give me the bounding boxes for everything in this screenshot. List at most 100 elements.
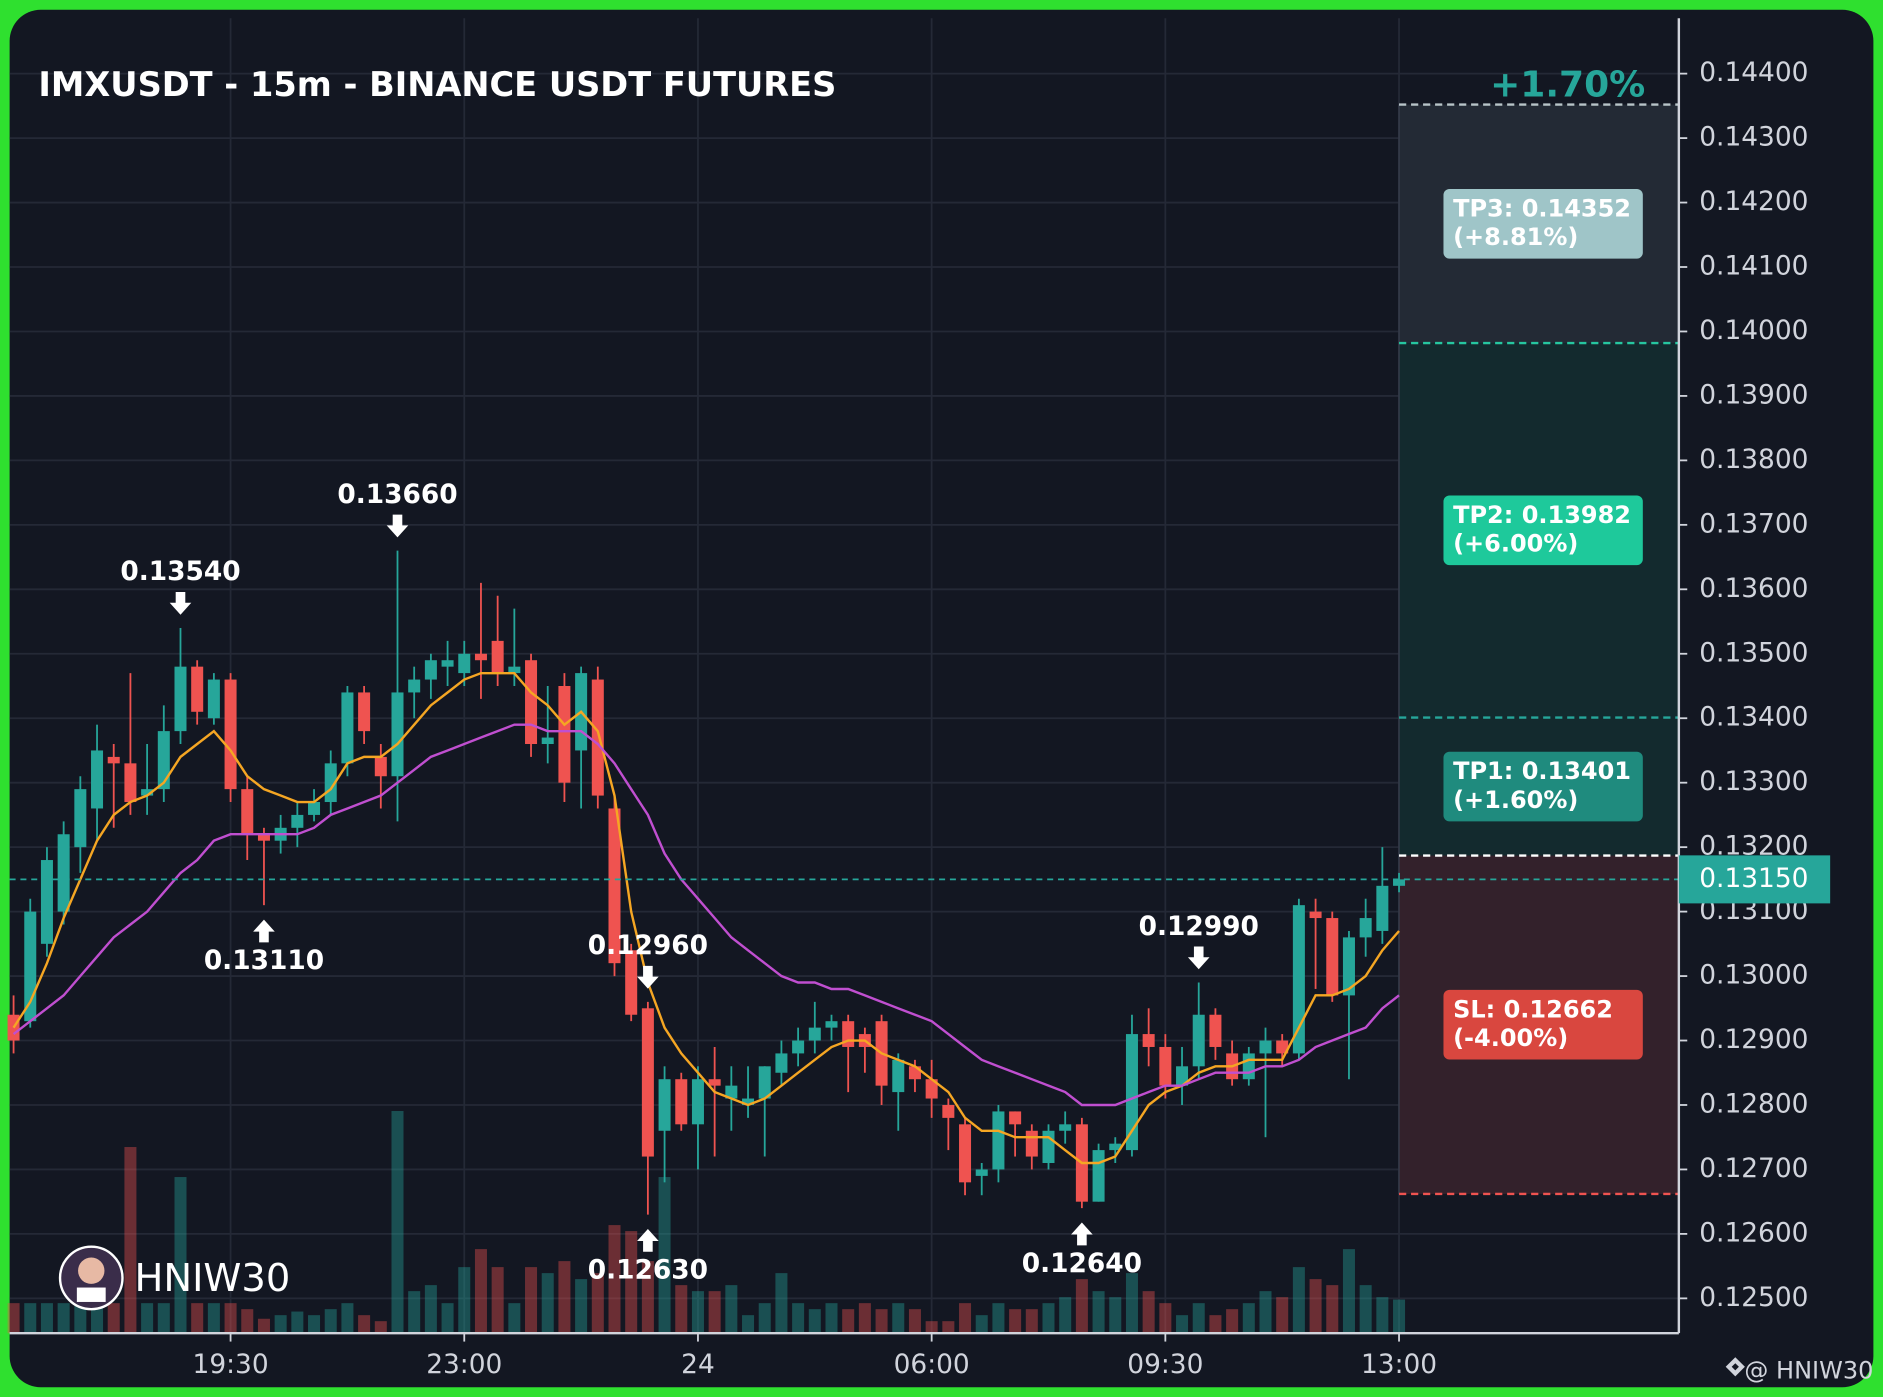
x-tick-label: 09:30	[1127, 1349, 1203, 1380]
y-tick-label: 0.14100	[1699, 251, 1808, 282]
y-tick-label: 0.14400	[1699, 57, 1808, 88]
volume-bar	[241, 1309, 254, 1334]
annotation-arrow	[1071, 1222, 1093, 1246]
volume-bar	[1042, 1303, 1055, 1334]
candle-body	[358, 692, 371, 732]
annotation-label: 0.12640	[1022, 1248, 1142, 1279]
candle-body	[458, 653, 471, 674]
level-percent: (+1.60%)	[1453, 786, 1578, 814]
volume-bar	[725, 1285, 738, 1334]
candle-body	[1376, 885, 1389, 931]
candle-body	[24, 911, 37, 1022]
candle-body	[408, 679, 421, 693]
candle-body	[1359, 918, 1372, 938]
volume-bar	[1393, 1299, 1406, 1334]
volume-bar	[207, 1303, 220, 1334]
volume-bar	[391, 1111, 404, 1334]
volume-bar	[942, 1321, 955, 1334]
x-tick-label: 06:00	[894, 1349, 970, 1380]
candle-body	[1242, 1053, 1255, 1080]
candle-body	[1125, 1034, 1138, 1151]
candle-body	[959, 1124, 972, 1183]
volume-bar	[358, 1315, 371, 1334]
y-tick-label: 0.14000	[1699, 315, 1808, 346]
volume-bar	[474, 1249, 487, 1334]
candle-body	[141, 789, 154, 796]
volume-bar	[808, 1309, 821, 1334]
volume-bar	[758, 1303, 771, 1334]
volume-bar	[608, 1225, 621, 1334]
level-label: SL: 0.12662	[1453, 995, 1613, 1023]
candle-body	[391, 692, 404, 777]
volume-bar	[1292, 1267, 1305, 1334]
volume-bar	[458, 1267, 471, 1334]
volume-bar	[675, 1285, 688, 1334]
level-label: TP3: 0.14352	[1453, 194, 1631, 222]
candle-body	[1109, 1143, 1122, 1151]
candle-body	[441, 660, 454, 667]
last-price-box	[1678, 855, 1831, 904]
volume-bar	[157, 1303, 170, 1334]
volume-bar	[775, 1273, 788, 1334]
candle-body	[1259, 1040, 1272, 1054]
candle-body	[1042, 1130, 1055, 1163]
last-price-label: 0.13150	[1699, 863, 1808, 894]
level-percent: (+6.00%)	[1453, 530, 1578, 558]
candle-body	[207, 679, 220, 719]
candle-body	[608, 808, 621, 964]
candle-body	[257, 834, 270, 841]
volume-bar	[191, 1303, 204, 1334]
level-box	[1443, 188, 1643, 259]
candle-body	[525, 660, 538, 745]
annotation-label: 0.13660	[337, 479, 457, 510]
candle-body	[591, 679, 604, 796]
volume-bar	[908, 1309, 921, 1334]
volume-bar	[274, 1315, 287, 1334]
annotation-label: 0.12630	[588, 1255, 708, 1286]
volume-bar	[174, 1177, 187, 1334]
volume-bar	[441, 1303, 454, 1334]
volume-bar	[24, 1303, 37, 1334]
volume-bar	[641, 1261, 654, 1334]
level-box	[1443, 495, 1643, 566]
annotation-arrow	[386, 514, 409, 538]
candle-body	[191, 666, 204, 712]
volume-bar	[992, 1303, 1005, 1334]
volume-bar	[124, 1147, 137, 1334]
exchange-icon	[1725, 1357, 1745, 1377]
candle-body	[725, 1085, 738, 1099]
x-tick-label: 13:00	[1361, 1349, 1437, 1380]
annotation-arrow	[637, 965, 659, 989]
candle-body	[374, 756, 387, 777]
candle-body	[224, 679, 237, 790]
y-tick-label: 0.12800	[1699, 1088, 1808, 1119]
volume-bar	[591, 1273, 604, 1334]
candle-body	[558, 685, 571, 783]
volume-bar	[1242, 1303, 1255, 1334]
level-label: TP1: 0.13401	[1453, 757, 1631, 785]
y-tick-label: 0.13500	[1699, 637, 1808, 668]
candle-body	[1159, 1046, 1172, 1086]
candle-body	[892, 1059, 905, 1093]
candle-body	[992, 1111, 1005, 1170]
volume-bar	[1376, 1297, 1389, 1334]
candle-body	[1025, 1130, 1038, 1157]
chart-title: IMXUSDT - 15m - BINANCE USDT FUTURES	[38, 65, 836, 104]
candle-body	[808, 1027, 821, 1041]
volume-bar	[308, 1315, 321, 1334]
volume-bar	[107, 1303, 120, 1334]
candle-body	[40, 860, 53, 944]
y-tick-label: 0.14300	[1699, 122, 1808, 153]
volume-bar	[1309, 1279, 1322, 1334]
candle-body	[57, 834, 70, 912]
candle-body	[1142, 1034, 1155, 1047]
volume-bar	[892, 1303, 905, 1334]
y-tick-label: 0.12600	[1699, 1217, 1808, 1248]
volume-bar	[525, 1267, 538, 1334]
volume-bar	[575, 1279, 588, 1334]
volume-bar	[1342, 1249, 1355, 1334]
candle-body	[625, 950, 638, 1015]
candle-body	[1309, 911, 1322, 919]
volume-bar	[825, 1303, 838, 1334]
candle-body	[508, 666, 521, 674]
